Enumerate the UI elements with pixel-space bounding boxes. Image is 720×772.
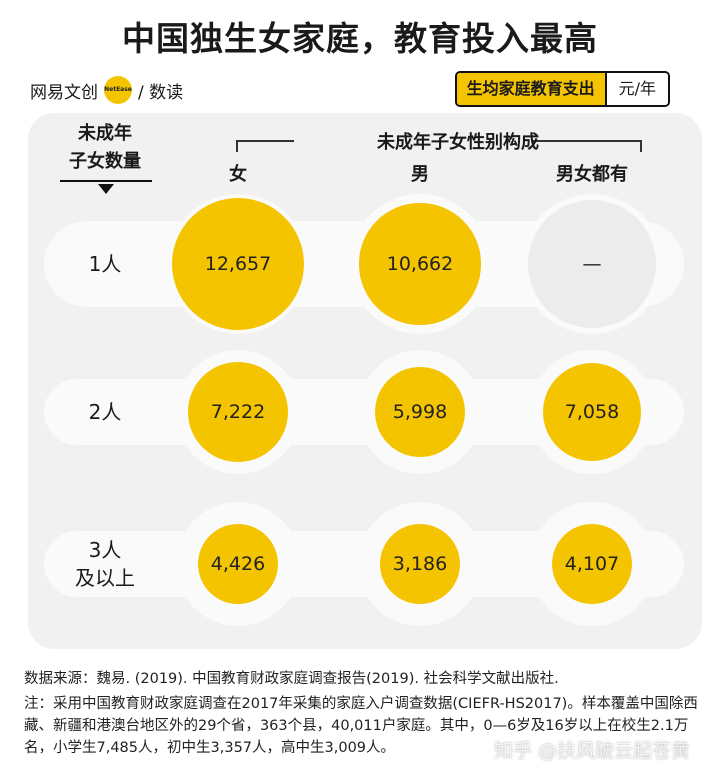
value-bubble: 7,058 (542, 362, 642, 462)
value-bubble: 10,662 (359, 203, 481, 325)
brand-name: 网易文创 (30, 82, 98, 103)
source-text: 数据来源：魏易. (2019). 中国教育财政家庭调查报告(2019). 社会科… (24, 671, 559, 687)
note-text: 注：采用中国教育财政家庭调查在2017年采集的家庭入户调查数据(CIEFR-HS… (24, 696, 698, 756)
row-header-underline (60, 180, 152, 182)
column-header-female: 女 (229, 164, 247, 185)
legend-label: 生均家庭教育支出 (456, 73, 605, 105)
value-bubble: — (528, 200, 656, 328)
watermark: 知乎 @扶风破云起苍黄 (493, 740, 690, 762)
value-bubble: 4,426 (198, 524, 278, 604)
group-bracket-tick-right (640, 140, 642, 152)
brand-logo: 网易文创 NetEase / 数读 (30, 76, 183, 104)
brand-badge: NetEase (104, 76, 132, 104)
column-header-male: 男 (411, 164, 429, 185)
page-title: 中国独生女家庭，教育投入最高 (122, 19, 598, 58)
group-header: 未成年子女性别构成 (377, 132, 539, 153)
row-label: 3人 及以上 (75, 538, 135, 590)
value-bubble: 5,998 (374, 366, 466, 458)
column-header-both: 男女都有 (556, 164, 628, 185)
chevron-down-icon (98, 184, 114, 194)
group-bracket-left (236, 140, 294, 142)
value-bubble: 3,186 (380, 524, 460, 604)
row-label: 1人 (88, 252, 122, 276)
value-bubble: 4,107 (552, 524, 632, 604)
legend-unit: 元/年 (604, 73, 668, 105)
value-bubble: 12,657 (172, 198, 304, 330)
group-bracket-right (532, 140, 642, 142)
value-bubble: 7,222 (188, 362, 288, 462)
row-label: 2人 (88, 400, 122, 424)
legend: 生均家庭教育支出 元/年 (454, 71, 670, 107)
row-header: 未成年 子女数量 (69, 123, 141, 172)
group-bracket-tick-left (236, 140, 238, 152)
brand-sub: / 数读 (138, 82, 184, 103)
